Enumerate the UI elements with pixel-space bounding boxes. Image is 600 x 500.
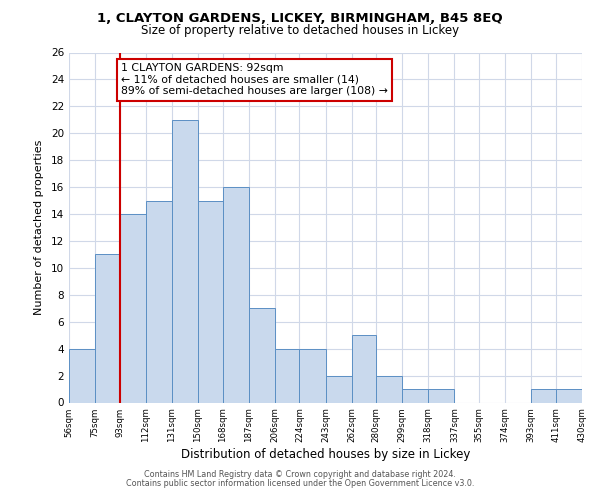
Bar bbox=[198, 200, 223, 402]
Bar bbox=[95, 254, 120, 402]
Bar bbox=[69, 348, 95, 403]
Bar bbox=[531, 389, 556, 402]
Text: Contains public sector information licensed under the Open Government Licence v3: Contains public sector information licen… bbox=[126, 478, 474, 488]
Bar bbox=[146, 200, 172, 402]
Bar bbox=[325, 376, 352, 402]
Bar bbox=[275, 348, 299, 403]
X-axis label: Distribution of detached houses by size in Lickey: Distribution of detached houses by size … bbox=[181, 448, 470, 461]
Bar bbox=[223, 187, 248, 402]
Text: Size of property relative to detached houses in Lickey: Size of property relative to detached ho… bbox=[141, 24, 459, 37]
Bar bbox=[172, 120, 198, 403]
Text: Contains HM Land Registry data © Crown copyright and database right 2024.: Contains HM Land Registry data © Crown c… bbox=[144, 470, 456, 479]
Text: 1, CLAYTON GARDENS, LICKEY, BIRMINGHAM, B45 8EQ: 1, CLAYTON GARDENS, LICKEY, BIRMINGHAM, … bbox=[97, 12, 503, 26]
Bar bbox=[403, 389, 428, 402]
Y-axis label: Number of detached properties: Number of detached properties bbox=[34, 140, 44, 315]
Bar bbox=[120, 214, 146, 402]
Bar bbox=[556, 389, 582, 402]
Bar bbox=[299, 348, 325, 403]
Bar bbox=[352, 335, 376, 402]
Bar bbox=[428, 389, 454, 402]
Text: 1 CLAYTON GARDENS: 92sqm
← 11% of detached houses are smaller (14)
89% of semi-d: 1 CLAYTON GARDENS: 92sqm ← 11% of detach… bbox=[121, 64, 388, 96]
Bar bbox=[248, 308, 275, 402]
Bar bbox=[376, 376, 403, 402]
